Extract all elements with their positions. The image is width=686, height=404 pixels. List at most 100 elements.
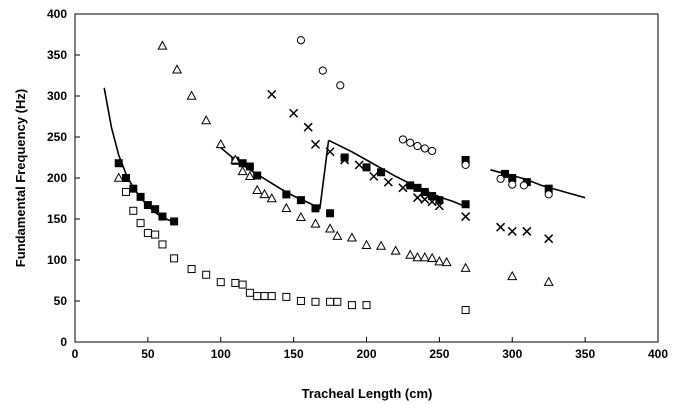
data-point-filled-square [508,174,517,182]
data-point-filled-square [461,200,470,209]
data-point-filled-square [282,190,291,199]
y-axis-title: Fundamental Frequency (Hz) [13,89,28,267]
data-point-x [354,160,364,170]
data-point-open-triangle [244,170,255,181]
data-point-x [434,201,444,211]
data-point-x [420,194,430,204]
data-point-filled-square [253,171,262,180]
data-point-open-triangle [434,256,445,266]
data-point-x [427,197,437,207]
data-point-open-triangle [325,223,336,233]
data-point-open-circle [508,180,517,189]
data-point-x [289,108,299,118]
data-point-open-square [245,288,254,297]
data-point-open-square [187,265,196,274]
data-point-open-circle [427,146,437,156]
data-point-open-square [347,301,356,310]
tick-labels: 0 50 100 150 200 250 300 350 400 0 50 100 150 200 250 3… [47,7,668,361]
y-tick-label: 100 [47,253,67,267]
data-point-filled-square [435,196,444,205]
data-point-filled-square [413,183,422,192]
data-point-open-triangle [543,276,554,286]
data-point-filled-square [238,159,247,168]
data-point-filled-square [136,192,145,201]
data-point-open-square [136,219,145,228]
data-point-open-triangle [376,240,387,250]
data-point-open-square [267,292,276,301]
data-point-open-circle [406,138,415,147]
data-point-open-triangle [460,262,471,272]
data-point-open-triangle [215,138,226,149]
data-point-filled-square [377,168,386,177]
fit-line [328,139,466,208]
data-point-open-triangle [259,188,270,199]
x-tick-label: 200 [356,347,376,361]
data-point-open-circle [544,190,553,199]
data-point-open-circle [413,141,422,151]
data-points [113,36,554,315]
data-point-filled-square [151,205,160,214]
data-point-x [383,177,393,187]
data-point-open-circle [519,181,529,190]
data-point-open-circle [496,174,505,183]
data-point-open-triangle [157,40,168,50]
fit-line [103,87,175,224]
data-point-x [310,139,321,149]
data-point-open-triangle [252,184,263,194]
data-point-filled-square [143,201,152,210]
data-point-open-circle [296,36,306,45]
data-point-open-triangle [113,172,124,182]
data-point-x [507,226,517,236]
data-point-x [325,147,335,157]
x-tick-label: 300 [502,347,522,361]
x-tick-label: 0 [72,347,79,361]
data-point-filled-square [245,162,254,171]
data-point-open-triangle [186,90,197,100]
data-point-open-triangle [507,270,518,281]
y-tick-label: 250 [47,130,67,144]
data-point-filled-square [129,184,138,193]
data-point-open-square [143,228,152,237]
data-point-open-circle [318,66,327,75]
y-tick-label: 50 [54,294,68,308]
data-point-filled-square [114,159,123,168]
data-point-open-triangle [419,251,430,262]
data-point-open-circle [398,135,408,144]
data-point-open-triangle [295,211,306,222]
data-point-filled-square [311,204,320,213]
data-point-filled-square [170,217,179,226]
axes [74,13,659,343]
x-tick-label: 50 [141,347,155,361]
x-tick-label: 150 [284,347,304,361]
data-point-filled-square [420,187,429,196]
x-tick-label: 400 [648,347,668,361]
data-point-open-square [461,306,470,315]
data-point-open-triangle [405,249,416,259]
data-point-x [412,193,423,203]
x-axis-title: Tracheal Length (cm) [302,386,433,401]
data-point-filled-square [122,174,131,182]
data-point-open-circle [336,81,345,90]
data-point-open-triangle [171,64,183,74]
x-tick-label: 250 [429,347,449,361]
data-point-open-square [158,240,167,249]
data-point-open-square [282,292,291,301]
data-point-x [303,122,313,132]
y-tick-label: 400 [47,7,67,21]
data-point-x [496,222,506,232]
data-point-open-square [333,297,342,306]
data-point-x [461,212,471,222]
data-point-open-triangle [281,202,292,213]
data-point-open-square [260,292,269,301]
data-point-filled-square [406,181,415,190]
data-point-open-square [122,187,131,196]
data-point-filled-square [500,169,509,178]
y-tick-label: 200 [47,171,67,185]
data-point-open-triangle [390,245,401,255]
data-point-open-triangle [237,165,248,176]
data-point-open-square [311,297,320,306]
data-point-filled-square [158,212,167,221]
data-point-x [398,183,408,193]
data-point-open-square [362,301,371,310]
